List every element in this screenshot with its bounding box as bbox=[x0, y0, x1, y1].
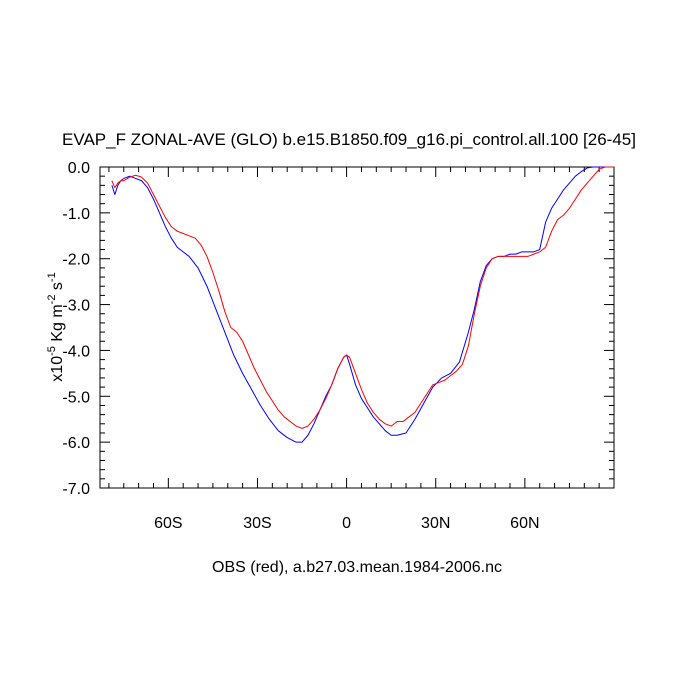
series-group bbox=[111, 166, 614, 443]
y-axis-label-main: x10 bbox=[49, 356, 66, 382]
y-axis-label: x10-5 Kg m-2 s-1 bbox=[46, 272, 66, 381]
x-tick-label: 30S bbox=[243, 515, 271, 532]
series-line-red bbox=[111, 166, 614, 429]
chart-title: EVAP_F ZONAL-AVE (GLO) b.e15.B1850.f09_g… bbox=[62, 130, 636, 149]
y-tick-label: -2.0 bbox=[62, 252, 90, 269]
x-tick-label: 60S bbox=[154, 515, 182, 532]
y-tick-label: -4.0 bbox=[62, 343, 90, 360]
y-tick-label: -1.0 bbox=[62, 206, 90, 223]
y-tick-label: 0.0 bbox=[68, 160, 90, 177]
x-tick-label: 60N bbox=[510, 515, 539, 532]
y-tick-labels: 0.0 -1.0 -2.0 -3.0 -4.0 -5.0 -6.0 -7.0 bbox=[62, 160, 90, 498]
y-axis-label-exp2: -2 bbox=[46, 295, 58, 305]
series-line-blue bbox=[111, 166, 614, 443]
plot-area bbox=[99, 166, 615, 489]
y-tick-label: -7.0 bbox=[62, 481, 90, 498]
y-axis-label-units: Kg m bbox=[49, 304, 66, 346]
y-tick-label: -6.0 bbox=[62, 435, 90, 452]
plot-frame bbox=[99, 166, 615, 489]
minor-ticks bbox=[100, 167, 614, 488]
y-tick-label: -3.0 bbox=[62, 298, 90, 315]
x-axis-label: OBS (red), a.b27.03.mean.1984-2006.nc bbox=[212, 559, 502, 576]
x-tick-label: 30N bbox=[421, 515, 450, 532]
y-axis-label-exp3: -1 bbox=[46, 272, 58, 282]
major-ticks bbox=[100, 166, 614, 489]
x-tick-labels: 60S 30S 0 30N 60N bbox=[154, 515, 539, 532]
x-tick-label: 0 bbox=[342, 515, 351, 532]
y-axis-label-exp: -5 bbox=[46, 346, 58, 356]
y-tick-label: -5.0 bbox=[62, 389, 90, 406]
y-axis-label-s: s bbox=[49, 282, 66, 294]
